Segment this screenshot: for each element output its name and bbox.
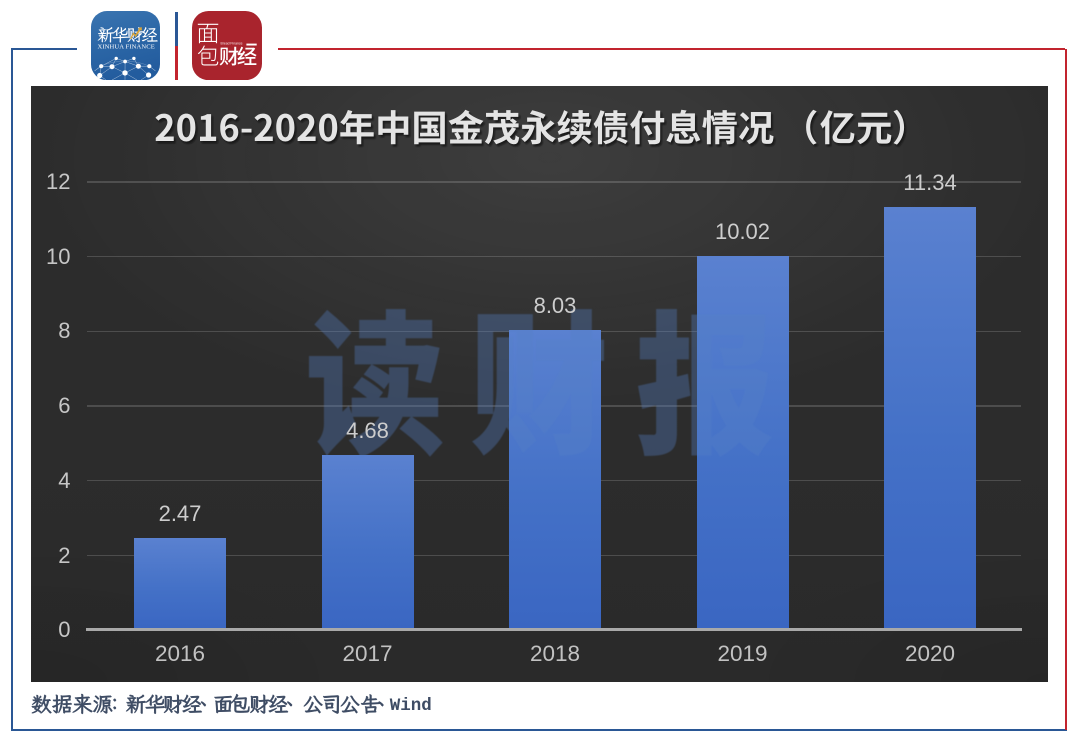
svg-text:Bread Finance: Bread Finance (220, 42, 242, 46)
svg-text:XINHUA FINANCE: XINHUA FINANCE (97, 44, 154, 51)
svg-text:Wind: Wind (390, 696, 432, 716)
